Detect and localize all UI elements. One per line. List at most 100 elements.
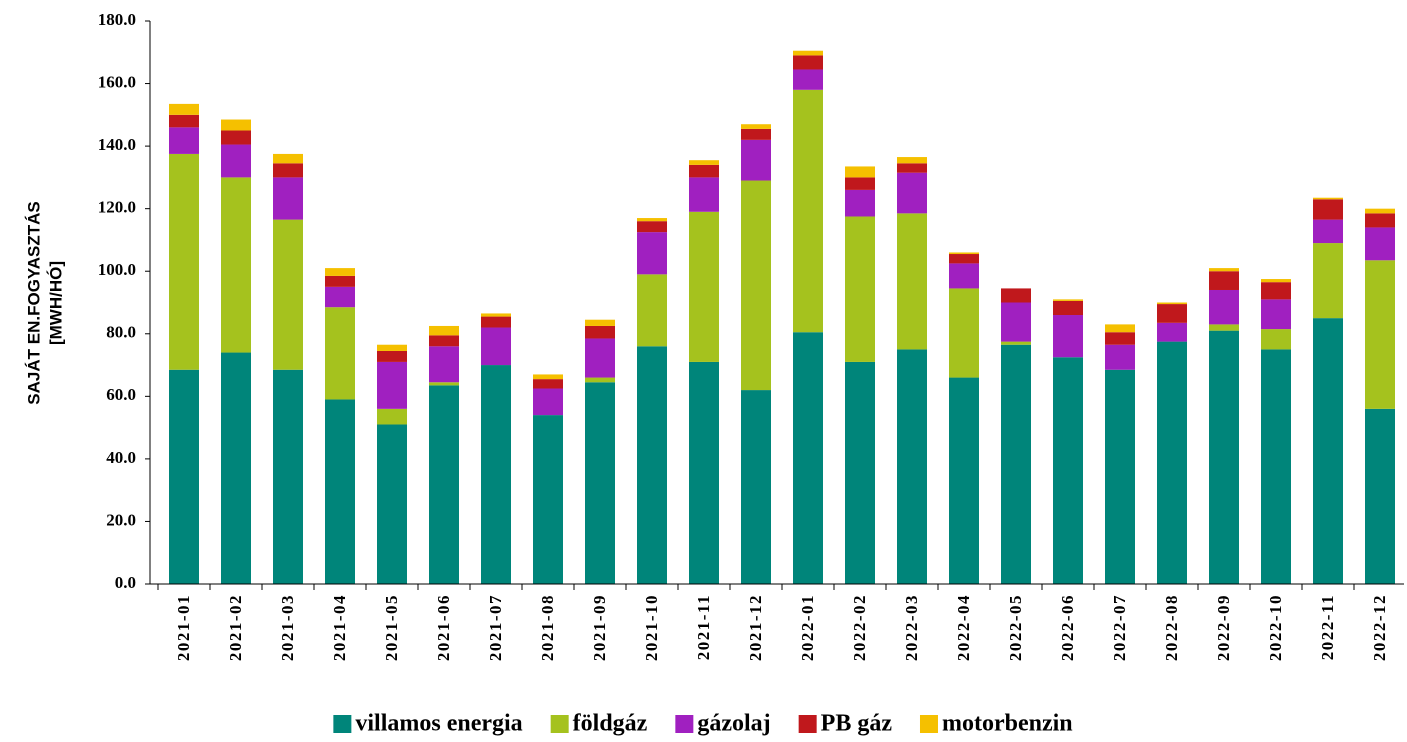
bar-segment	[741, 390, 771, 584]
bar-segment	[637, 346, 667, 584]
bar-segment	[949, 252, 979, 255]
legend-label: motorbenzin	[942, 711, 1073, 737]
y-tick-label: 80.0	[106, 323, 136, 342]
bar-segment	[221, 177, 251, 353]
x-tick-label-group: 2021-09	[590, 594, 609, 661]
bar-segment	[793, 89, 823, 333]
bar-segment	[377, 350, 407, 362]
x-tick-label: 2022-02	[850, 594, 869, 661]
bar-segment	[689, 211, 719, 362]
bar-segment	[1261, 349, 1291, 584]
bar-segment	[1105, 324, 1135, 333]
bar-segment	[637, 274, 667, 347]
x-tick-label-group: 2022-11	[1318, 594, 1337, 660]
bar-segment	[897, 172, 927, 214]
x-tick-label: 2022-05	[1006, 594, 1025, 661]
y-tick-label: 20.0	[106, 510, 136, 529]
x-tick-label: 2021-04	[330, 594, 349, 661]
bar-segment	[1209, 324, 1239, 331]
x-tick-label: 2021-11	[694, 594, 713, 660]
bar-segment	[1053, 357, 1083, 584]
bar-segment	[481, 313, 511, 317]
bar-segment	[1313, 243, 1343, 319]
x-tick-label-group: 2021-11	[694, 594, 713, 660]
bar-segment	[793, 55, 823, 70]
bar-segment	[481, 365, 511, 584]
bar-segment	[1261, 282, 1291, 300]
bar-segment	[1365, 227, 1395, 261]
bar-segment	[429, 335, 459, 347]
bar-segment	[429, 346, 459, 383]
bar-segment	[1105, 369, 1135, 584]
bar-segment	[273, 153, 303, 164]
legend-swatch	[675, 715, 694, 733]
x-tick-label: 2021-03	[278, 594, 297, 661]
y-tick-label: 140.0	[98, 135, 136, 154]
x-tick-label-group: 2022-03	[902, 594, 921, 661]
x-tick-label-group: 2022-08	[1162, 594, 1181, 661]
bar-segment	[429, 382, 459, 386]
bar-segment	[1053, 315, 1083, 358]
x-tick-label: 2021-06	[434, 594, 453, 661]
bar-segment	[221, 144, 251, 178]
bar-segment	[1365, 213, 1395, 228]
x-tick-label-group: 2022-02	[850, 594, 869, 661]
bar-segment	[1261, 299, 1291, 330]
bar-segment	[1105, 332, 1135, 345]
bar-segment	[845, 177, 875, 190]
legend-swatch	[333, 715, 352, 733]
y-tick-label: 40.0	[106, 448, 136, 467]
x-tick-label-group: 2022-09	[1214, 594, 1233, 661]
x-tick-label: 2022-09	[1214, 594, 1233, 661]
y-axis-title-line: SAJÁT EN.FOGYASZTÁS	[24, 201, 43, 404]
bar-segment	[377, 361, 407, 409]
bar-segment	[533, 415, 563, 584]
bar-segment	[1313, 197, 1343, 200]
bar-segment	[325, 275, 355, 287]
bar-segment	[585, 377, 615, 383]
x-tick-label: 2022-01	[798, 594, 817, 661]
x-tick-label-group: 2021-03	[278, 594, 297, 661]
bar-segment	[585, 382, 615, 584]
bar-segment	[793, 332, 823, 584]
bar-segment	[1209, 289, 1239, 325]
bar-segment	[741, 180, 771, 391]
x-tick-label: 2022-11	[1318, 594, 1337, 660]
bar-segment	[221, 130, 251, 145]
bar-segment	[897, 157, 927, 164]
bar-segment	[273, 163, 303, 178]
bar-segment	[949, 377, 979, 584]
bar-segment	[273, 369, 303, 584]
bar-segment	[325, 286, 355, 308]
bar-segment	[1313, 318, 1343, 584]
bar-segment	[221, 352, 251, 584]
bar-segment	[1209, 271, 1239, 290]
x-tick-label-group: 2022-01	[798, 594, 817, 661]
bar-segment	[949, 263, 979, 289]
x-tick-label: 2021-09	[590, 594, 609, 661]
bar-segment	[481, 316, 511, 328]
x-tick-label-group: 2021-12	[746, 594, 765, 661]
bar-segment	[585, 338, 615, 378]
bar-segment	[1365, 260, 1395, 409]
bar-segment	[221, 119, 251, 131]
bar-segment	[845, 166, 875, 178]
x-tick-label-group: 2021-04	[330, 594, 349, 661]
y-tick-label: 180.0	[98, 10, 136, 29]
x-tick-label: 2022-06	[1058, 594, 1077, 661]
bar-segment	[637, 232, 667, 275]
bar-segment	[637, 218, 667, 222]
x-tick-label: 2022-08	[1162, 594, 1181, 661]
x-tick-label: 2022-12	[1370, 594, 1389, 661]
bar-segment	[793, 69, 823, 90]
bar-segment	[1313, 199, 1343, 220]
bar-segment	[689, 164, 719, 178]
bar-segment	[377, 344, 407, 351]
x-tick-label-group: 2022-10	[1266, 594, 1285, 661]
bar-segment	[325, 307, 355, 400]
x-tick-label-group: 2022-05	[1006, 594, 1025, 661]
bar-segment	[1053, 299, 1083, 301]
x-tick-label-group: 2021-06	[434, 594, 453, 661]
bar-segment	[741, 128, 771, 140]
